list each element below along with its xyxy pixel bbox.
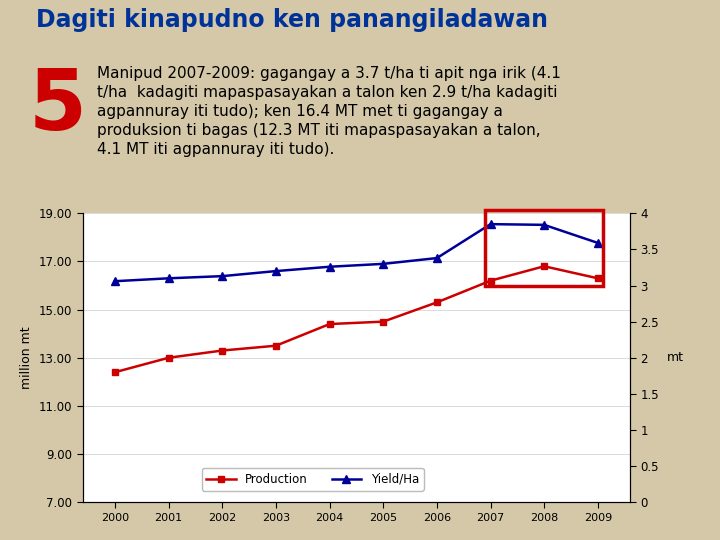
Production [111, 369, 120, 375]
Y-axis label: million mt: million mt [20, 327, 33, 389]
Line: Yield/Ha: Yield/Ha [111, 220, 602, 285]
Yield/Ha [379, 261, 387, 267]
Y-axis label: mt: mt [667, 351, 684, 364]
Text: Dagiti kinapudno ken panangiladawan: Dagiti kinapudno ken panangiladawan [36, 8, 548, 32]
Production [218, 347, 227, 354]
Bar [485, 210, 603, 286]
Legend: Production, Yield/Ha: Production, Yield/Ha [202, 468, 423, 490]
Production [164, 354, 173, 361]
Yield/Ha [325, 264, 334, 270]
Production [540, 263, 549, 269]
Production [325, 321, 334, 327]
Production [593, 275, 602, 281]
Yield/Ha [218, 273, 227, 279]
Production [486, 278, 495, 284]
Production [271, 342, 280, 349]
Production [433, 299, 441, 306]
Yield/Ha [540, 221, 549, 228]
Line: Production: Production [112, 263, 601, 376]
Yield/Ha [111, 278, 120, 285]
Text: Manipud 2007-2009: gagangay a 3.7 t/ha ti apit nga irik (4.1
t/ha  kadagiti mapa: Manipud 2007-2009: gagangay a 3.7 t/ha t… [97, 66, 561, 158]
Yield/Ha [271, 268, 280, 274]
Text: 5: 5 [29, 66, 87, 147]
Yield/Ha [486, 221, 495, 227]
Yield/Ha [164, 275, 173, 281]
Yield/Ha [433, 255, 441, 261]
Yield/Ha [593, 240, 602, 246]
Production [379, 319, 387, 325]
